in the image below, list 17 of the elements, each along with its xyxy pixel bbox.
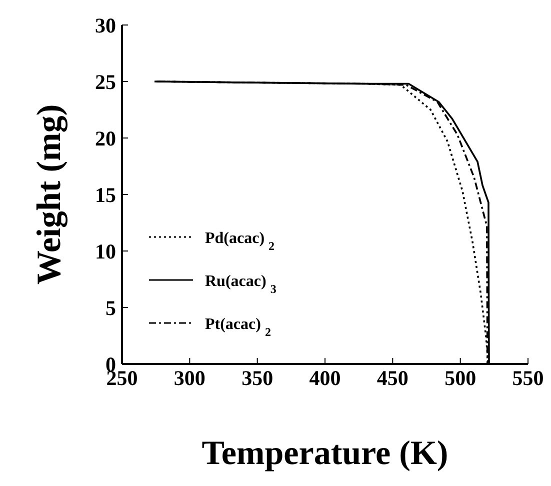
x-tick-label: 350 xyxy=(242,366,274,390)
x-tick-label: 550 xyxy=(512,366,544,390)
x-tick-label: 300 xyxy=(174,366,206,390)
x-tick-label: 400 xyxy=(309,366,341,390)
y-tick-label: 10 xyxy=(95,239,116,264)
x-tick-label: 450 xyxy=(376,366,408,390)
y-axis-title: Weight (mg) xyxy=(31,104,68,285)
legend-label: Ru(acac)$_{3}$ xyxy=(205,273,276,296)
x-tick-label: 500 xyxy=(444,366,476,390)
y-tick-label: 30 xyxy=(95,13,116,38)
y-tick-label: 20 xyxy=(95,126,116,150)
y-tick-label: 5 xyxy=(106,296,116,320)
x-axis-title: Temperature (K) xyxy=(202,435,448,472)
y-tick-label: 25 xyxy=(95,70,116,94)
legend-label: Pd(acac)$_{2}$ xyxy=(205,230,275,253)
legend-label: Pt(acac)$_{2}$ xyxy=(205,316,271,339)
y-tick-label: 15 xyxy=(95,182,116,207)
